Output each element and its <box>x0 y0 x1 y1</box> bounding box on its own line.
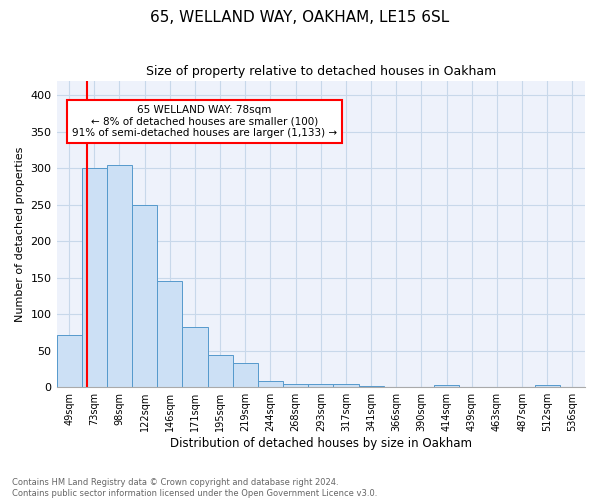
Bar <box>233 363 258 387</box>
Bar <box>56 334 82 387</box>
Bar <box>258 382 283 387</box>
X-axis label: Distribution of detached houses by size in Oakham: Distribution of detached houses by size … <box>170 437 472 450</box>
Bar <box>107 164 132 387</box>
Y-axis label: Number of detached properties: Number of detached properties <box>15 146 25 322</box>
Bar <box>434 385 459 387</box>
Bar <box>132 204 157 387</box>
Bar <box>283 384 308 387</box>
Bar <box>535 385 560 387</box>
Bar <box>82 168 107 387</box>
Bar <box>208 355 233 387</box>
Text: 65, WELLAND WAY, OAKHAM, LE15 6SL: 65, WELLAND WAY, OAKHAM, LE15 6SL <box>151 10 449 25</box>
Text: 65 WELLAND WAY: 78sqm
← 8% of detached houses are smaller (100)
91% of semi-deta: 65 WELLAND WAY: 78sqm ← 8% of detached h… <box>72 105 337 138</box>
Bar <box>308 384 334 387</box>
Title: Size of property relative to detached houses in Oakham: Size of property relative to detached ho… <box>146 65 496 78</box>
Bar <box>334 384 359 387</box>
Bar <box>157 282 182 387</box>
Bar <box>359 386 383 387</box>
Bar <box>182 326 208 387</box>
Text: Contains HM Land Registry data © Crown copyright and database right 2024.
Contai: Contains HM Land Registry data © Crown c… <box>12 478 377 498</box>
